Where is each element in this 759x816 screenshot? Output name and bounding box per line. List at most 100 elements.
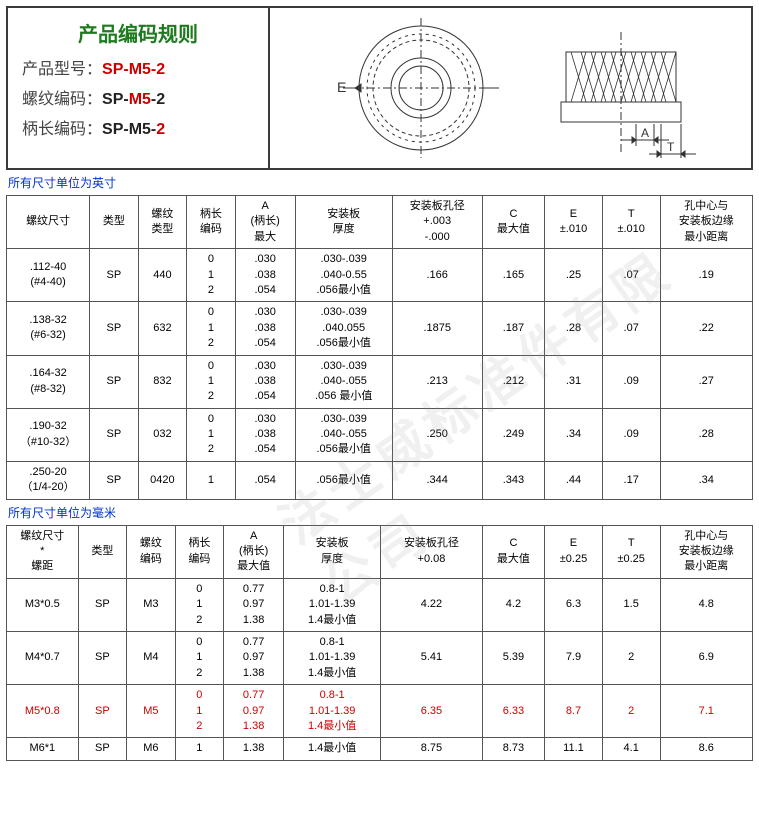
col-header: 螺纹类型 xyxy=(138,196,187,249)
cell-type: SP xyxy=(78,685,127,738)
cell-shank: 012 xyxy=(187,249,236,302)
svg-text:E: E xyxy=(337,79,346,95)
svg-text:A: A xyxy=(641,126,649,140)
cell-type: SP xyxy=(78,738,127,760)
cell-type: SP xyxy=(90,249,139,302)
cell-e: .31 xyxy=(545,355,603,408)
code-rules-box: 产品编码规则 产品型号：SP-M5-2 螺纹编码：SP-M5-2 柄长编码：SP… xyxy=(8,8,270,168)
cell-edge: 4.8 xyxy=(660,578,752,631)
diagram-front-icon: E xyxy=(311,12,511,164)
cell-hole: 5.41 xyxy=(381,631,483,684)
cell-c: .343 xyxy=(482,461,544,499)
cell-t: .09 xyxy=(602,408,660,461)
table-row: .164-32(#8-32)SP832012.030.038.054.030-.… xyxy=(7,355,753,408)
cell-a: .030.038.054 xyxy=(235,355,295,408)
cell-t: 2 xyxy=(602,631,660,684)
col-header: 安装板孔径+0.08 xyxy=(381,525,483,578)
cell-thick: 0.8-11.01-1.391.4最小值 xyxy=(284,578,381,631)
cell-c: .187 xyxy=(482,302,544,355)
header-panel: 产品编码规则 产品型号：SP-M5-2 螺纹编码：SP-M5-2 柄长编码：SP… xyxy=(6,6,753,170)
cell-thread: 0420 xyxy=(138,461,187,499)
cell-size: .164-32(#8-32) xyxy=(7,355,90,408)
table-row: .138-32(#6-32)SP632012.030.038.054.030-.… xyxy=(7,302,753,355)
cell-thick: .030-.039.040-0.55.056最小值 xyxy=(295,249,392,302)
cell-t: .07 xyxy=(602,302,660,355)
cell-hole: 6.35 xyxy=(381,685,483,738)
cell-c: 8.73 xyxy=(482,738,544,760)
cell-thick: 0.8-11.01-1.391.4最小值 xyxy=(284,631,381,684)
cell-shank: 012 xyxy=(175,631,224,684)
cell-shank: 012 xyxy=(187,355,236,408)
cell-edge: .22 xyxy=(660,302,752,355)
mm-table-header: 螺纹尺寸*螺距类型螺纹编码柄长编码A(柄长)最大值安装板厚度安装板孔径+0.08… xyxy=(7,525,753,578)
cell-a: 1.38 xyxy=(224,738,284,760)
inch-table: 螺纹尺寸类型螺纹类型柄长编码A(柄长)最大安装板厚度安装板孔径+.003-.00… xyxy=(6,195,753,500)
cell-size: M6*1 xyxy=(7,738,79,760)
col-header: 安装板厚度 xyxy=(295,196,392,249)
cell-thick: 1.4最小值 xyxy=(284,738,381,760)
col-header: E±.010 xyxy=(545,196,603,249)
cell-c: .165 xyxy=(482,249,544,302)
cell-edge: .19 xyxy=(660,249,752,302)
svg-text:T: T xyxy=(667,140,675,154)
cell-thread: M5 xyxy=(127,685,176,738)
table-row: M3*0.5SPM30120.770.971.380.8-11.01-1.391… xyxy=(7,578,753,631)
cell-thick: .030-.039.040.055.056最小值 xyxy=(295,302,392,355)
col-header: 螺纹编码 xyxy=(127,525,176,578)
cell-e: 6.3 xyxy=(545,578,603,631)
cell-thread: M3 xyxy=(127,578,176,631)
cell-type: SP xyxy=(90,302,139,355)
cell-c: .212 xyxy=(482,355,544,408)
cell-type: SP xyxy=(78,631,127,684)
cell-t: 1.5 xyxy=(602,578,660,631)
col-header: E±0.25 xyxy=(545,525,603,578)
cell-t: .07 xyxy=(602,249,660,302)
cell-edge: 6.9 xyxy=(660,631,752,684)
cell-type: SP xyxy=(78,578,127,631)
cell-thread: 832 xyxy=(138,355,187,408)
cell-e: 8.7 xyxy=(545,685,603,738)
cell-a: 0.770.971.38 xyxy=(224,685,284,738)
col-header: C最大值 xyxy=(482,196,544,249)
cell-shank: 1 xyxy=(175,738,224,760)
cell-shank: 012 xyxy=(175,685,224,738)
inch-table-title: 所有尺寸单位为英寸 xyxy=(8,174,751,191)
cell-e: .28 xyxy=(545,302,603,355)
cell-edge: .27 xyxy=(660,355,752,408)
col-header: C最大值 xyxy=(482,525,544,578)
cell-size: M5*0.8 xyxy=(7,685,79,738)
col-header: T±0.25 xyxy=(602,525,660,578)
technical-diagram: E xyxy=(270,8,751,168)
cell-type: SP xyxy=(90,355,139,408)
table-row: M6*1SPM611.381.4最小值8.758.7311.14.18.6 xyxy=(7,738,753,760)
cell-a: .030.038.054 xyxy=(235,249,295,302)
table-row: .250-20（1/4-20）SP04201.054.056最小值.344.34… xyxy=(7,461,753,499)
cell-size: .190-32（#10-32） xyxy=(7,408,90,461)
col-header: 螺纹尺寸 xyxy=(7,196,90,249)
table-row: M5*0.8SPM50120.770.971.380.8-11.01-1.391… xyxy=(7,685,753,738)
cell-a: .030.038.054 xyxy=(235,302,295,355)
col-header: 螺纹尺寸*螺距 xyxy=(7,525,79,578)
code-line-model: 产品型号：SP-M5-2 xyxy=(22,55,254,79)
cell-size: .112-40(#4-40) xyxy=(7,249,90,302)
cell-thick: .030-.039.040-.055.056最小值 xyxy=(295,408,392,461)
table-row: .190-32（#10-32）SP032012.030.038.054.030-… xyxy=(7,408,753,461)
cell-thread: 632 xyxy=(138,302,187,355)
cell-type: SP xyxy=(90,461,139,499)
cell-thick: .030-.039.040-.055.056 最小值 xyxy=(295,355,392,408)
col-header: 类型 xyxy=(78,525,127,578)
cell-thread: M4 xyxy=(127,631,176,684)
cell-c: 4.2 xyxy=(482,578,544,631)
cell-e: .44 xyxy=(545,461,603,499)
code-line-shank: 柄长编码：SP-M5-2 xyxy=(22,115,254,139)
cell-hole: .213 xyxy=(392,355,482,408)
cell-thick: 0.8-11.01-1.391.4最小值 xyxy=(284,685,381,738)
mm-table-title: 所有尺寸单位为毫米 xyxy=(8,504,751,521)
cell-size: M3*0.5 xyxy=(7,578,79,631)
cell-shank: 012 xyxy=(175,578,224,631)
cell-hole: .250 xyxy=(392,408,482,461)
cell-c: .249 xyxy=(482,408,544,461)
col-header: 孔中心与安装板边缘最小距离 xyxy=(660,525,752,578)
cell-e: 7.9 xyxy=(545,631,603,684)
col-header: 安装板孔径+.003-.000 xyxy=(392,196,482,249)
